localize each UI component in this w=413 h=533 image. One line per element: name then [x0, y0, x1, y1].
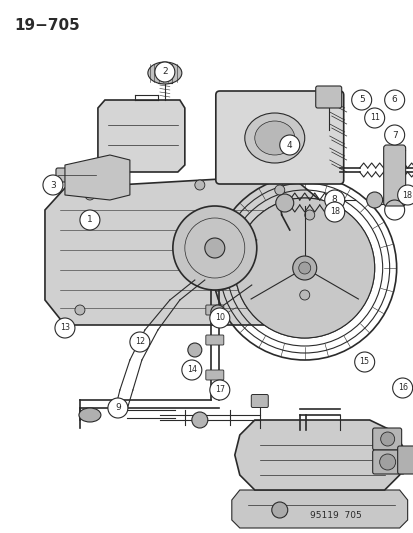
Circle shape: [209, 380, 229, 400]
Polygon shape: [231, 490, 407, 528]
Circle shape: [299, 290, 309, 300]
Text: 8: 8: [331, 196, 337, 205]
Text: 12: 12: [135, 337, 145, 346]
Circle shape: [195, 180, 204, 190]
Circle shape: [154, 62, 174, 82]
Circle shape: [173, 206, 256, 290]
FancyBboxPatch shape: [205, 370, 223, 380]
Text: 95119  705: 95119 705: [309, 511, 361, 520]
Circle shape: [384, 90, 404, 110]
Text: 15: 15: [359, 358, 369, 367]
Polygon shape: [98, 100, 184, 172]
Polygon shape: [45, 175, 329, 325]
Text: 3: 3: [50, 181, 56, 190]
Text: 13: 13: [60, 324, 70, 333]
Circle shape: [364, 108, 384, 128]
Text: 16: 16: [397, 384, 407, 392]
Circle shape: [304, 210, 314, 220]
Circle shape: [384, 125, 404, 145]
Circle shape: [380, 432, 394, 446]
Circle shape: [354, 352, 374, 372]
Circle shape: [234, 198, 374, 338]
Circle shape: [292, 256, 316, 280]
FancyBboxPatch shape: [251, 394, 268, 408]
Text: 17: 17: [214, 385, 224, 394]
Text: 19−705: 19−705: [14, 18, 80, 33]
Text: 11: 11: [369, 114, 379, 123]
Circle shape: [279, 135, 299, 155]
FancyBboxPatch shape: [372, 450, 404, 474]
Circle shape: [43, 175, 63, 195]
FancyBboxPatch shape: [215, 91, 343, 184]
Circle shape: [271, 502, 287, 518]
FancyBboxPatch shape: [372, 428, 401, 450]
Circle shape: [379, 454, 395, 470]
Circle shape: [351, 90, 371, 110]
Text: 10: 10: [214, 313, 224, 322]
Circle shape: [55, 318, 75, 338]
Circle shape: [130, 332, 150, 352]
Circle shape: [210, 305, 224, 319]
Text: 9: 9: [115, 403, 121, 413]
Circle shape: [324, 202, 344, 222]
Text: 4: 4: [286, 141, 292, 149]
Circle shape: [181, 360, 202, 380]
Text: 6: 6: [391, 95, 396, 104]
Ellipse shape: [254, 121, 294, 155]
Circle shape: [392, 378, 412, 398]
Polygon shape: [234, 420, 404, 490]
Text: 7: 7: [391, 131, 396, 140]
Circle shape: [80, 210, 100, 230]
Circle shape: [366, 192, 382, 208]
Circle shape: [324, 190, 344, 210]
Text: 18: 18: [329, 207, 339, 216]
Circle shape: [188, 343, 202, 357]
Polygon shape: [65, 155, 130, 200]
Text: 18: 18: [402, 190, 412, 199]
Circle shape: [75, 305, 85, 315]
Text: 5: 5: [358, 95, 364, 104]
Circle shape: [85, 190, 95, 200]
Ellipse shape: [79, 408, 101, 422]
Text: 1: 1: [87, 215, 93, 224]
FancyBboxPatch shape: [315, 86, 341, 108]
Circle shape: [298, 262, 310, 274]
Ellipse shape: [244, 113, 304, 163]
Circle shape: [209, 308, 229, 328]
Ellipse shape: [147, 62, 181, 84]
FancyBboxPatch shape: [56, 168, 98, 182]
Circle shape: [204, 238, 224, 258]
FancyBboxPatch shape: [397, 446, 413, 474]
Circle shape: [397, 185, 413, 205]
Circle shape: [191, 412, 207, 428]
Text: 14: 14: [186, 366, 196, 375]
Circle shape: [108, 398, 128, 418]
Circle shape: [275, 194, 293, 212]
Text: 2: 2: [161, 68, 167, 77]
Circle shape: [274, 185, 284, 195]
FancyBboxPatch shape: [205, 335, 223, 345]
FancyBboxPatch shape: [205, 305, 223, 315]
FancyBboxPatch shape: [383, 145, 405, 206]
